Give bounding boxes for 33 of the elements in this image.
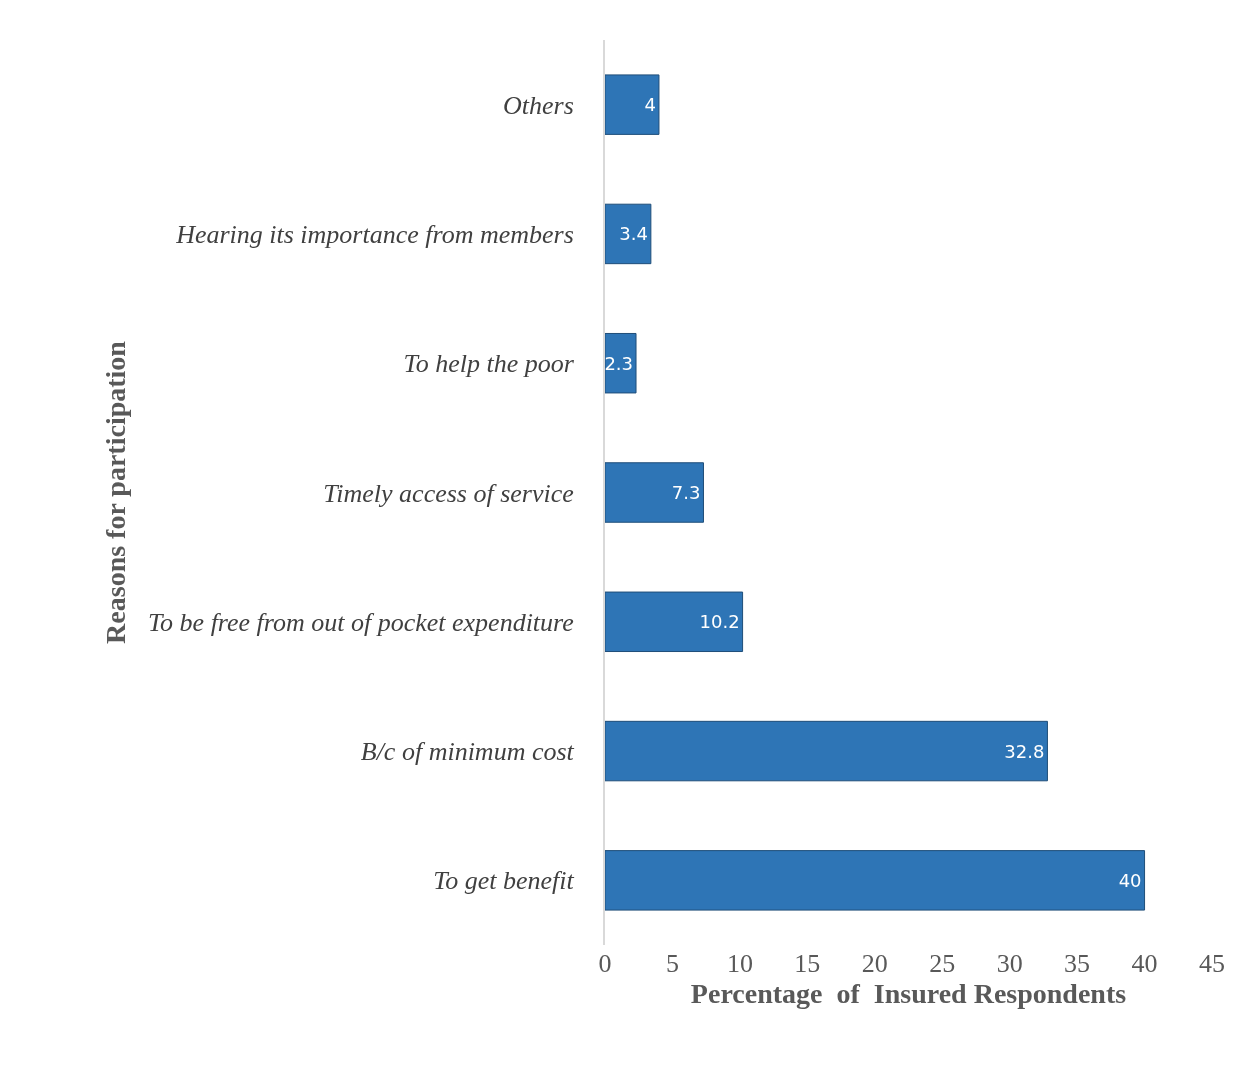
bar <box>605 591 744 653</box>
x-tick-label: 5 <box>665 949 679 978</box>
x-tick-label: 25 <box>929 949 956 978</box>
x-tick-label: 45 <box>1199 949 1225 978</box>
x-tick-label: 15 <box>794 949 821 978</box>
bar <box>605 720 1048 782</box>
x-axis-title: Percentage of Insured Respondents <box>690 978 1127 1010</box>
y-tick-label: To get benefit <box>433 866 575 896</box>
data-label: 10.2 <box>699 611 740 633</box>
bar <box>605 74 660 135</box>
y-tick-label: To be free from out of pocket expenditure <box>148 607 574 637</box>
x-tick-label: 30 <box>996 949 1023 978</box>
data-label: 2.3 <box>604 352 634 374</box>
data-label: 7.3 <box>671 482 701 503</box>
data-label: 32.8 <box>1004 740 1045 762</box>
x-tick-label: 35 <box>1064 949 1091 978</box>
data-label: 4 <box>644 94 656 116</box>
y-tick-label: B/c of minimum cost <box>360 737 575 767</box>
data-label: 3.4 <box>619 223 648 245</box>
bar <box>605 332 637 394</box>
y-tick-label: Others <box>503 90 574 120</box>
bar <box>605 850 1146 911</box>
y-tick-label: Timely access of service <box>323 478 574 508</box>
data-label: 40 <box>1118 869 1142 891</box>
y-tick-label: To help the poor <box>403 349 575 379</box>
x-tick-label: 20 <box>861 949 888 978</box>
x-tick-label: 0 <box>598 949 612 978</box>
y-axis-title: Reasons for participation <box>100 340 132 644</box>
y-tick-label: Hearing its importance from members <box>175 220 574 250</box>
bar <box>605 462 704 523</box>
x-tick-label: 10 <box>726 949 753 978</box>
x-tick-label: 40 <box>1131 949 1158 978</box>
bar <box>605 203 652 265</box>
